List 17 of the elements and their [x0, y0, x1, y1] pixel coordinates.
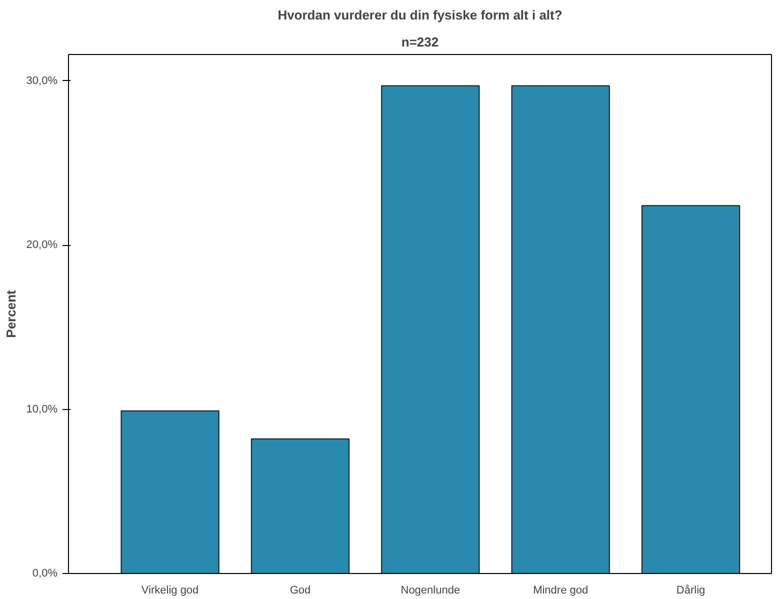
bar: [641, 205, 740, 574]
x-tick-label: Mindre god: [533, 584, 588, 596]
y-tick-label: 0,0%: [32, 568, 58, 580]
x-tick-label: God: [290, 584, 311, 596]
chart-title: Hvordan vurderer du din fysiske form alt i alt?: [278, 8, 562, 22]
chart-subtitle: n=232: [401, 34, 439, 50]
y-tick-label: 10,0%: [26, 403, 58, 416]
bar: [250, 438, 350, 574]
y-tick-label: 20,0%: [26, 239, 58, 252]
bar: [511, 85, 610, 574]
x-tick-label: Nogenlunde: [400, 584, 460, 596]
y-tick-label: 30,0%: [26, 74, 58, 87]
bar: [381, 85, 480, 574]
x-tick-label: Dårlig: [676, 584, 706, 596]
bar: [120, 410, 220, 574]
x-tick-label: Virkelig god: [141, 584, 199, 596]
y-axis-title: Percent: [3, 289, 18, 338]
